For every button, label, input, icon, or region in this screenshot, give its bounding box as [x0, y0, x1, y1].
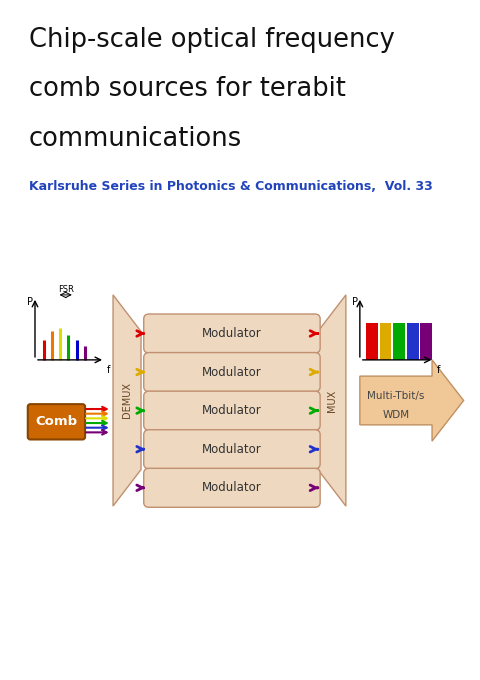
Text: Modulator: Modulator	[202, 404, 262, 417]
Text: Modulator: Modulator	[202, 327, 262, 340]
Bar	[393, 323, 405, 360]
FancyBboxPatch shape	[144, 469, 320, 507]
Text: P: P	[352, 297, 358, 307]
FancyBboxPatch shape	[144, 314, 320, 353]
Bar	[366, 323, 378, 360]
Text: comb sources for terabit: comb sources for terabit	[29, 76, 346, 102]
FancyBboxPatch shape	[144, 430, 320, 469]
Text: Modulator: Modulator	[202, 366, 262, 379]
Polygon shape	[318, 295, 346, 506]
Text: Publishing: Publishing	[322, 622, 397, 636]
Polygon shape	[113, 295, 141, 506]
Text: communications: communications	[29, 126, 242, 152]
Text: Comb: Comb	[36, 415, 77, 428]
FancyBboxPatch shape	[28, 404, 85, 439]
Text: WDM: WDM	[383, 410, 409, 420]
Text: DEMUX: DEMUX	[122, 382, 132, 418]
Text: MUX: MUX	[327, 390, 337, 411]
Text: f: f	[107, 364, 110, 375]
Bar	[407, 323, 419, 360]
Bar	[420, 323, 432, 360]
Text: KIT: KIT	[242, 589, 319, 631]
Text: Modulator: Modulator	[202, 443, 262, 456]
FancyBboxPatch shape	[144, 352, 320, 392]
Text: P: P	[27, 297, 33, 307]
Text: Karlsruhe Series in Photonics & Communications,  Vol. 33: Karlsruhe Series in Photonics & Communic…	[29, 180, 432, 193]
Text: Modulator: Modulator	[202, 481, 262, 494]
Text: Pablo Marin-Palomo: Pablo Marin-Palomo	[29, 0, 179, 3]
FancyBboxPatch shape	[144, 391, 320, 430]
Text: f: f	[437, 364, 440, 375]
Bar	[380, 323, 392, 360]
Text: Chip-scale optical frequency: Chip-scale optical frequency	[29, 27, 395, 52]
Polygon shape	[360, 360, 464, 441]
Text: FSR: FSR	[58, 285, 73, 294]
Text: Multi-Tbit/s: Multi-Tbit/s	[367, 392, 425, 401]
Text: Scientific: Scientific	[322, 586, 389, 601]
